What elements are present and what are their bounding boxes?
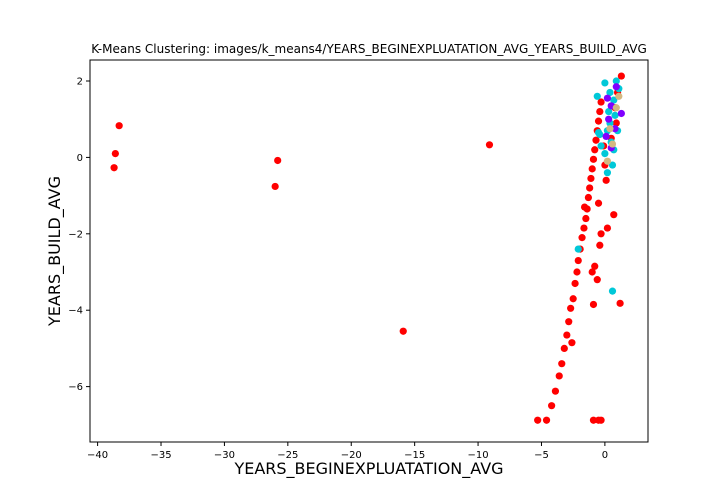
data-point-cluster-1: [611, 111, 619, 119]
data-point-cluster-0: [571, 279, 579, 288]
data-point-cluster-0: [569, 295, 577, 303]
data-point-cluster-0: [597, 98, 605, 106]
data-point-cluster-1: [608, 161, 617, 169]
y-tick-label: −4: [68, 306, 83, 317]
data-point-cluster-0: [578, 234, 586, 242]
data-point-cluster-0: [597, 230, 605, 238]
data-point-cluster-0: [616, 299, 624, 307]
x-tick-label: −35: [150, 450, 171, 461]
data-point-cluster-0: [602, 176, 610, 184]
data-point-cluster-2: [617, 109, 625, 118]
data-point-cluster-0: [542, 416, 551, 424]
data-point-cluster-1: [605, 107, 613, 116]
data-point-cluster-0: [592, 136, 600, 144]
data-point-cluster-0: [567, 304, 575, 312]
data-point-cluster-0: [271, 182, 279, 191]
data-point-cluster-0: [573, 268, 581, 276]
data-point-cluster-1: [606, 88, 614, 97]
data-point-cluster-3: [603, 157, 612, 165]
data-point-cluster-1: [596, 130, 604, 139]
data-point-cluster-1: [612, 77, 620, 85]
data-point-cluster-1: [593, 92, 601, 100]
data-point-cluster-0: [596, 107, 604, 116]
data-point-cluster-0: [534, 416, 542, 424]
data-point-cluster-2: [611, 125, 619, 133]
data-point-cluster-0: [588, 165, 596, 173]
x-tick-label: −5: [534, 450, 549, 461]
data-point-cluster-0: [603, 224, 612, 232]
data-point-cluster-1: [603, 169, 612, 177]
y-tick-label: 2: [77, 77, 83, 88]
data-point-cluster-0: [591, 262, 599, 270]
data-point-cluster-2: [612, 83, 620, 91]
data-point-cluster-0: [587, 174, 595, 183]
data-point-cluster-2: [602, 132, 610, 140]
data-point-cluster-1: [610, 96, 618, 104]
x-tick-label: −10: [468, 450, 489, 461]
data-point-cluster-1: [608, 287, 617, 295]
data-point-cluster-0: [555, 372, 563, 380]
y-tick-label: −2: [68, 229, 83, 240]
y-tick-label: −6: [68, 382, 83, 393]
data-point-cluster-0: [558, 360, 566, 368]
data-point-cluster-0: [591, 146, 599, 154]
y-axis-label: YEARS_BUILD_AVG: [45, 176, 65, 327]
data-point-cluster-3: [615, 92, 623, 100]
data-point-cluster-0: [594, 117, 603, 125]
x-tick-label: −30: [214, 450, 235, 461]
data-point-cluster-0: [586, 184, 594, 192]
data-point-cluster-0: [110, 164, 118, 172]
data-point-cluster-0: [593, 276, 601, 284]
data-point-cluster-0: [589, 155, 598, 163]
data-point-cluster-0: [568, 339, 576, 347]
data-point-cluster-0: [617, 72, 625, 80]
data-point-cluster-3: [608, 140, 617, 148]
data-point-cluster-0: [580, 203, 589, 211]
data-point-cluster-0: [563, 331, 571, 339]
x-tick-label: −25: [277, 450, 298, 461]
plot-frame: [89, 59, 649, 443]
chart-title: K-Means Clustering: images/k_means4/YEAR…: [91, 42, 647, 56]
y-tick-label: 0: [77, 153, 83, 164]
data-point-cluster-0: [594, 199, 603, 207]
data-point-cluster-0: [596, 241, 604, 249]
data-point-cluster-2: [605, 115, 613, 123]
data-point-cluster-0: [485, 141, 494, 149]
data-point-cluster-0: [584, 193, 592, 202]
x-tick-label: −15: [404, 450, 425, 461]
x-axis-label: YEARS_BEGINEXPLUATATION_AVG: [233, 459, 503, 479]
data-point-cluster-0: [565, 318, 573, 326]
data-point-cluster-1: [601, 149, 609, 158]
data-point-cluster-3: [612, 104, 620, 112]
x-tick-label: −20: [341, 450, 362, 461]
data-point-cluster-0: [612, 119, 620, 127]
data-point-cluster-0: [115, 122, 123, 130]
data-point-cluster-0: [597, 416, 605, 424]
data-point-cluster-0: [560, 344, 568, 353]
data-point-cluster-0: [589, 416, 598, 424]
data-point-cluster-1: [597, 142, 605, 150]
data-point-cluster-0: [610, 211, 618, 219]
axes: −40 −35 −30 −25 −20 −15 −10 −5 0−6−4−202: [68, 77, 608, 461]
data-point-cluster-0: [588, 268, 596, 276]
data-point-cluster-2: [603, 94, 612, 102]
data-point-cluster-0: [580, 224, 588, 232]
data-point-cluster-0: [589, 300, 598, 309]
data-point-cluster-3: [606, 125, 614, 133]
data-point-cluster-0: [582, 214, 590, 223]
data-point-cluster-0: [551, 387, 560, 395]
data-point-cluster-0: [574, 256, 582, 265]
data-point-cluster-0: [274, 156, 282, 165]
x-tick-label: 0: [602, 450, 608, 461]
x-tick-label: −40: [87, 450, 108, 461]
data-point-cluster-0: [548, 402, 556, 410]
data-points: [110, 72, 625, 424]
data-point-cluster-1: [601, 79, 609, 87]
data-point-cluster-0: [111, 149, 119, 158]
data-point-cluster-0: [399, 327, 407, 335]
data-point-cluster-1: [574, 245, 582, 253]
